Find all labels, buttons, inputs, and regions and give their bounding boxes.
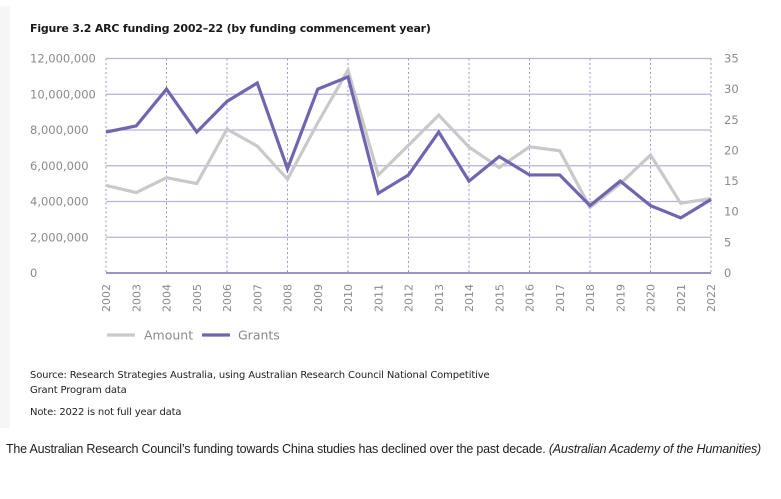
x-tick-label: 2007: [251, 284, 264, 312]
right-tick-label: 30: [724, 82, 739, 96]
x-axis-ticks: 2002 2003 2004 2005 2006 2007 2008 2009 2010 2011…: [100, 284, 718, 312]
x-tick-label: 2019: [614, 284, 627, 312]
left-tick-label: 6,000,000: [30, 159, 89, 173]
left-tick-label: 4,000,000: [30, 195, 89, 209]
left-tick-label: 12,000,000: [30, 52, 96, 66]
left-tick-label: 2,000,000: [30, 230, 89, 244]
caption-attribution: (Australian Academy of the Humanities): [548, 442, 761, 456]
x-tick-label: 2008: [282, 284, 295, 312]
right-tick-label: 20: [724, 143, 739, 157]
x-tick-label: 2009: [312, 284, 325, 312]
right-tick-label: 35: [724, 52, 739, 66]
line-chart: 0 2,000,000 4,000,000 6,000,000 8,000,000 10,…: [30, 52, 739, 343]
right-tick-label: 10: [724, 205, 739, 219]
figure-title: Figure 3.2 ARC funding 2002–22 (by fundi…: [30, 22, 431, 35]
x-tick-label: 2020: [645, 284, 658, 312]
series-amount: [105, 66, 712, 210]
horizontal-gridlines: [106, 57, 711, 274]
figure-source: Source: Research Strategies Australia, u…: [30, 370, 490, 396]
x-tick-label: 2006: [221, 284, 234, 312]
x-tick-label: 2011: [372, 284, 385, 312]
x-tick-label: 2012: [403, 284, 416, 312]
x-tick-label: 2004: [161, 284, 174, 312]
left-axis-ticks: 0 2,000,000 4,000,000 6,000,000 8,000,000 10,…: [30, 52, 96, 281]
legend: Amount Grants: [107, 328, 280, 343]
right-tick-label: 15: [724, 174, 739, 188]
left-tick-label: 8,000,000: [30, 123, 89, 137]
caption-text: The Australian Research Council’s fundin…: [6, 442, 546, 456]
right-tick-label: 25: [724, 113, 739, 127]
x-tick-label: 2005: [191, 284, 204, 312]
figure-note: Note: 2022 is not full year data: [30, 407, 182, 418]
left-tick-label: 0: [30, 266, 37, 280]
x-tick-label: 2013: [433, 284, 446, 312]
x-tick-label: 2010: [342, 284, 355, 312]
x-tick-label: 2015: [493, 284, 506, 312]
left-tick-label: 10,000,000: [30, 87, 96, 101]
right-tick-label: 5: [724, 235, 731, 249]
x-tick-label: 2021: [675, 284, 688, 312]
series-grants: [105, 74, 712, 220]
x-tick-label: 2003: [130, 284, 143, 312]
x-tick-label: 2018: [584, 284, 597, 312]
x-tick-label: 2016: [524, 284, 537, 312]
right-tick-label: 0: [724, 266, 731, 280]
x-tick-label: 2017: [554, 284, 567, 312]
image-caption: The Australian Research Council’s fundin…: [6, 438, 766, 460]
x-tick-label: 2014: [463, 284, 476, 312]
right-axis-ticks: 0 5 10 15 20 25 30 35: [724, 52, 739, 281]
series-layer: [105, 66, 712, 220]
figure-panel-edge: [0, 6, 10, 428]
legend-label-grants: Grants: [238, 328, 280, 343]
x-tick-label: 2022: [705, 284, 718, 312]
x-tick-label: 2002: [100, 284, 113, 312]
legend-label-amount: Amount: [144, 328, 193, 343]
